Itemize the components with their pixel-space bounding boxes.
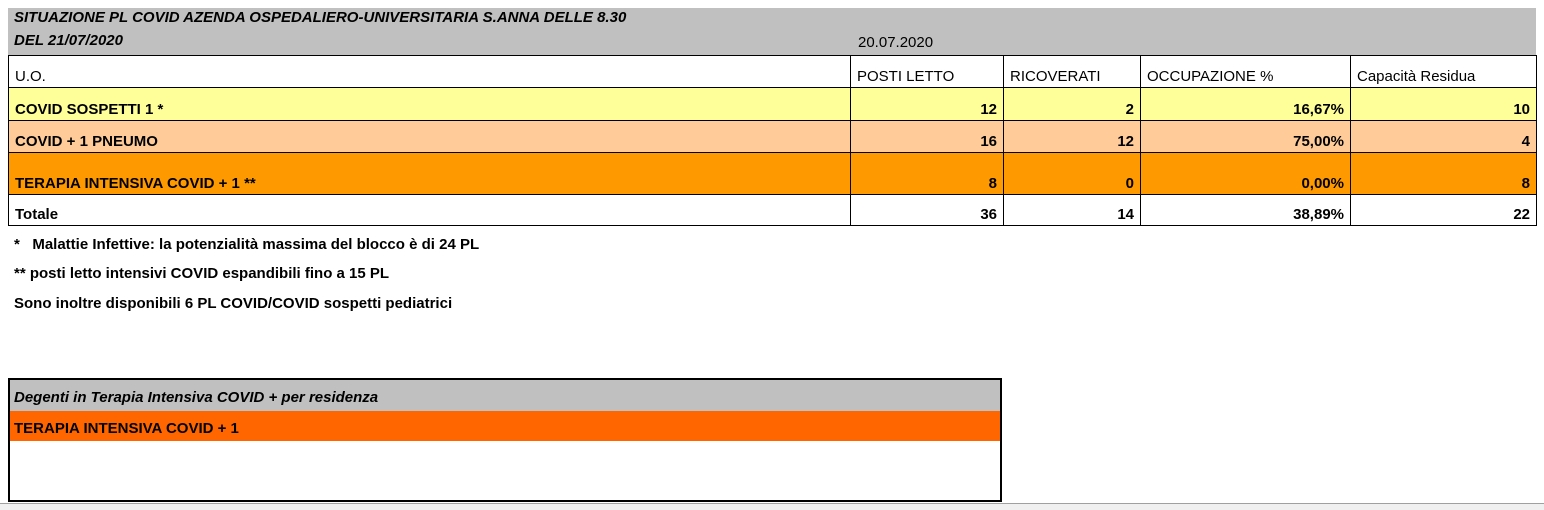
col-header-capacita-residua: Capacità Residua: [1350, 55, 1537, 88]
col-header-ricoverati: RICOVERATI: [1003, 55, 1141, 88]
cell-posti: 12: [850, 87, 1004, 121]
cell-ricoverati: 14: [1003, 194, 1141, 226]
bottom-scroll-strip: [0, 503, 1544, 510]
cell-ricoverati: 2: [1003, 87, 1141, 121]
table-row: COVID SOSPETTI 1 * 12 2 16,67% 10: [8, 87, 1537, 121]
col-header-occupazione: OCCUPAZIONE %: [1140, 55, 1351, 88]
table-row: TERAPIA INTENSIVA COVID + 1 ** 8 0 0,00%…: [8, 152, 1537, 195]
table-header-row: U.O. POSTI LETTO RICOVERATI OCCUPAZIONE …: [8, 55, 1537, 88]
report-title: SITUAZIONE PL COVID AZENDA OSPEDALIERO-U…: [14, 9, 627, 26]
cell-occupazione: 75,00%: [1140, 120, 1351, 153]
cell-posti: 36: [850, 194, 1004, 226]
cell-ricoverati: 12: [1003, 120, 1141, 153]
total-row: Totale 36 14 38,89% 22: [8, 194, 1537, 226]
cell-occupazione: 38,89%: [1140, 194, 1351, 226]
cell-residua: 4: [1350, 120, 1537, 153]
cell-uo: Totale: [8, 194, 851, 226]
report-title-band: [8, 8, 1536, 55]
residence-table-row: TERAPIA INTENSIVA COVID + 1: [10, 411, 1000, 441]
cell-posti: 16: [850, 120, 1004, 153]
footnote-1: * Malattie Infettive: la potenzialità ma…: [14, 236, 480, 253]
cell-uo: COVID + 1 PNEUMO: [8, 120, 851, 153]
col-header-posti-letto: POSTI LETTO: [850, 55, 1004, 88]
cell-residua: 10: [1350, 87, 1537, 121]
report-date-title: DEL 21/07/2020: [14, 32, 123, 49]
cell-uo: COVID SOSPETTI 1 *: [8, 87, 851, 121]
cell-occupazione: 16,67%: [1140, 87, 1351, 121]
table-row: COVID + 1 PNEUMO 16 12 75,00% 4: [8, 120, 1537, 153]
cell-residua: 8: [1350, 152, 1537, 195]
cell-ricoverati: 0: [1003, 152, 1141, 195]
cell-occupazione: 0,00%: [1140, 152, 1351, 195]
cell-uo: TERAPIA INTENSIVA COVID + 1 **: [8, 152, 851, 195]
col-header-uo: U.O.: [8, 55, 851, 88]
cell-residua: 22: [1350, 194, 1537, 226]
footnote-2: ** posti letto intensivi COVID espandibi…: [14, 265, 390, 282]
footnote-3: Sono inoltre disponibili 6 PL COVID/COVI…: [14, 295, 453, 312]
residence-table-title: Degenti in Terapia Intensiva COVID + per…: [10, 380, 1000, 411]
beds-table: U.O. POSTI LETTO RICOVERATI OCCUPAZIONE …: [8, 55, 1537, 226]
data-date: 20.07.2020: [858, 34, 934, 51]
residence-table: Degenti in Terapia Intensiva COVID + per…: [8, 378, 1002, 502]
cell-posti: 8: [850, 152, 1004, 195]
